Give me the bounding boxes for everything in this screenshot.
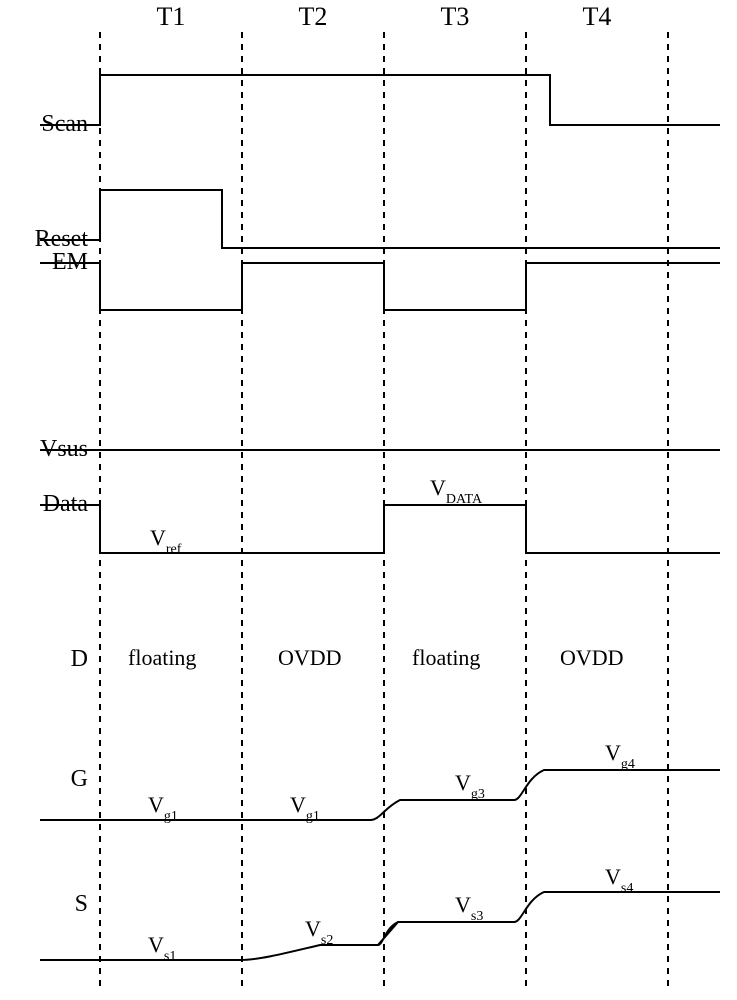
signal-label-d: D [71,646,88,672]
signal-trace-reset [40,190,720,248]
signal-label-s: S [75,891,88,917]
signal-trace-data [40,505,720,553]
annotation: Vg4 [605,740,635,772]
phase-label: T3 [441,2,470,31]
annotation: floating [412,645,480,670]
phase-label: T4 [583,2,612,31]
signal-trace-scan [40,75,720,125]
signal-trace-s [40,892,720,960]
annotation: OVDD [560,645,624,670]
annotation: Vs1 [148,932,176,964]
signal-trace-em [40,263,720,310]
annotation: Vg3 [455,770,485,802]
signal-trace-g [40,770,720,820]
annotation: Vs2 [305,916,333,948]
annotation: OVDD [278,645,342,670]
phase-label: T2 [299,2,328,31]
annotation: Vs3 [455,892,483,924]
timing-diagram: T1T2T3T4ScanResetEMVsusDataVrefVDATADflo… [0,0,737,1000]
signal-label-g: G [71,766,88,792]
annotation: VDATA [430,475,483,507]
phase-label: T1 [157,2,186,31]
annotation: Vref [150,525,182,557]
annotation: Vs4 [605,864,633,896]
annotation: Vg1 [148,792,178,824]
annotation: Vg1 [290,792,320,824]
annotation: floating [128,645,196,670]
